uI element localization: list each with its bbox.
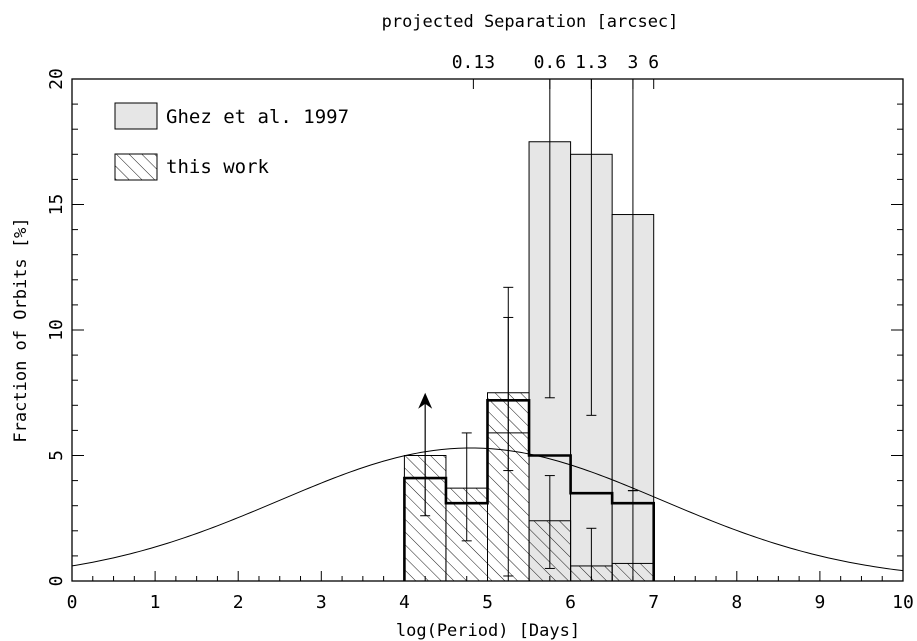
top-tick-label: 0.6 [534,52,567,73]
y-tick-label: 20 [46,68,67,90]
legend-swatch-this-work [114,153,158,181]
legend-label-this-work: this work [166,156,270,178]
top-tick-label: 1.3 [575,52,608,73]
x-tick-label: 3 [316,592,327,613]
y-tick-label: 5 [46,450,67,461]
gaussian-fit-curve [71,447,904,572]
x-tick-label: 4 [399,592,410,613]
bars-layer [403,141,655,582]
curve-layer [71,447,904,572]
lower-limit-arrow-head [418,392,433,409]
top-tick-label: 6 [648,52,659,73]
legend: Ghez et al. 1997 this work [114,102,349,181]
x-tick-label: 0 [67,592,78,613]
y-axis-label: Fraction of Orbits [%] [11,217,31,442]
x-tick-label: 2 [233,592,244,613]
x-tick-label: 7 [648,592,659,613]
x-tick-label: 8 [731,592,742,613]
top-tick-label: 3 [628,52,639,73]
errorbar-layer [418,79,638,581]
x-tick-label: 10 [892,592,914,613]
y-tick-label: 15 [46,194,67,216]
this-work-outline [403,398,655,581]
top-tick-label: 0.13 [452,52,495,73]
y-tick-label: 10 [46,319,67,341]
y-tick-label: 0 [46,576,67,587]
x-tick-label: 9 [814,592,825,613]
x-tick-label: 6 [565,592,576,613]
legend-label-ghez: Ghez et al. 1997 [166,106,349,128]
x-tick-label: 5 [482,592,493,613]
x-axis-label: log(Period) [Days] [396,621,580,641]
legend-swatch-ghez [114,102,158,130]
top-axis-label: projected Separation [arcsec] [382,12,679,32]
outline-layer [403,398,655,581]
x-tick-label: 1 [150,592,161,613]
